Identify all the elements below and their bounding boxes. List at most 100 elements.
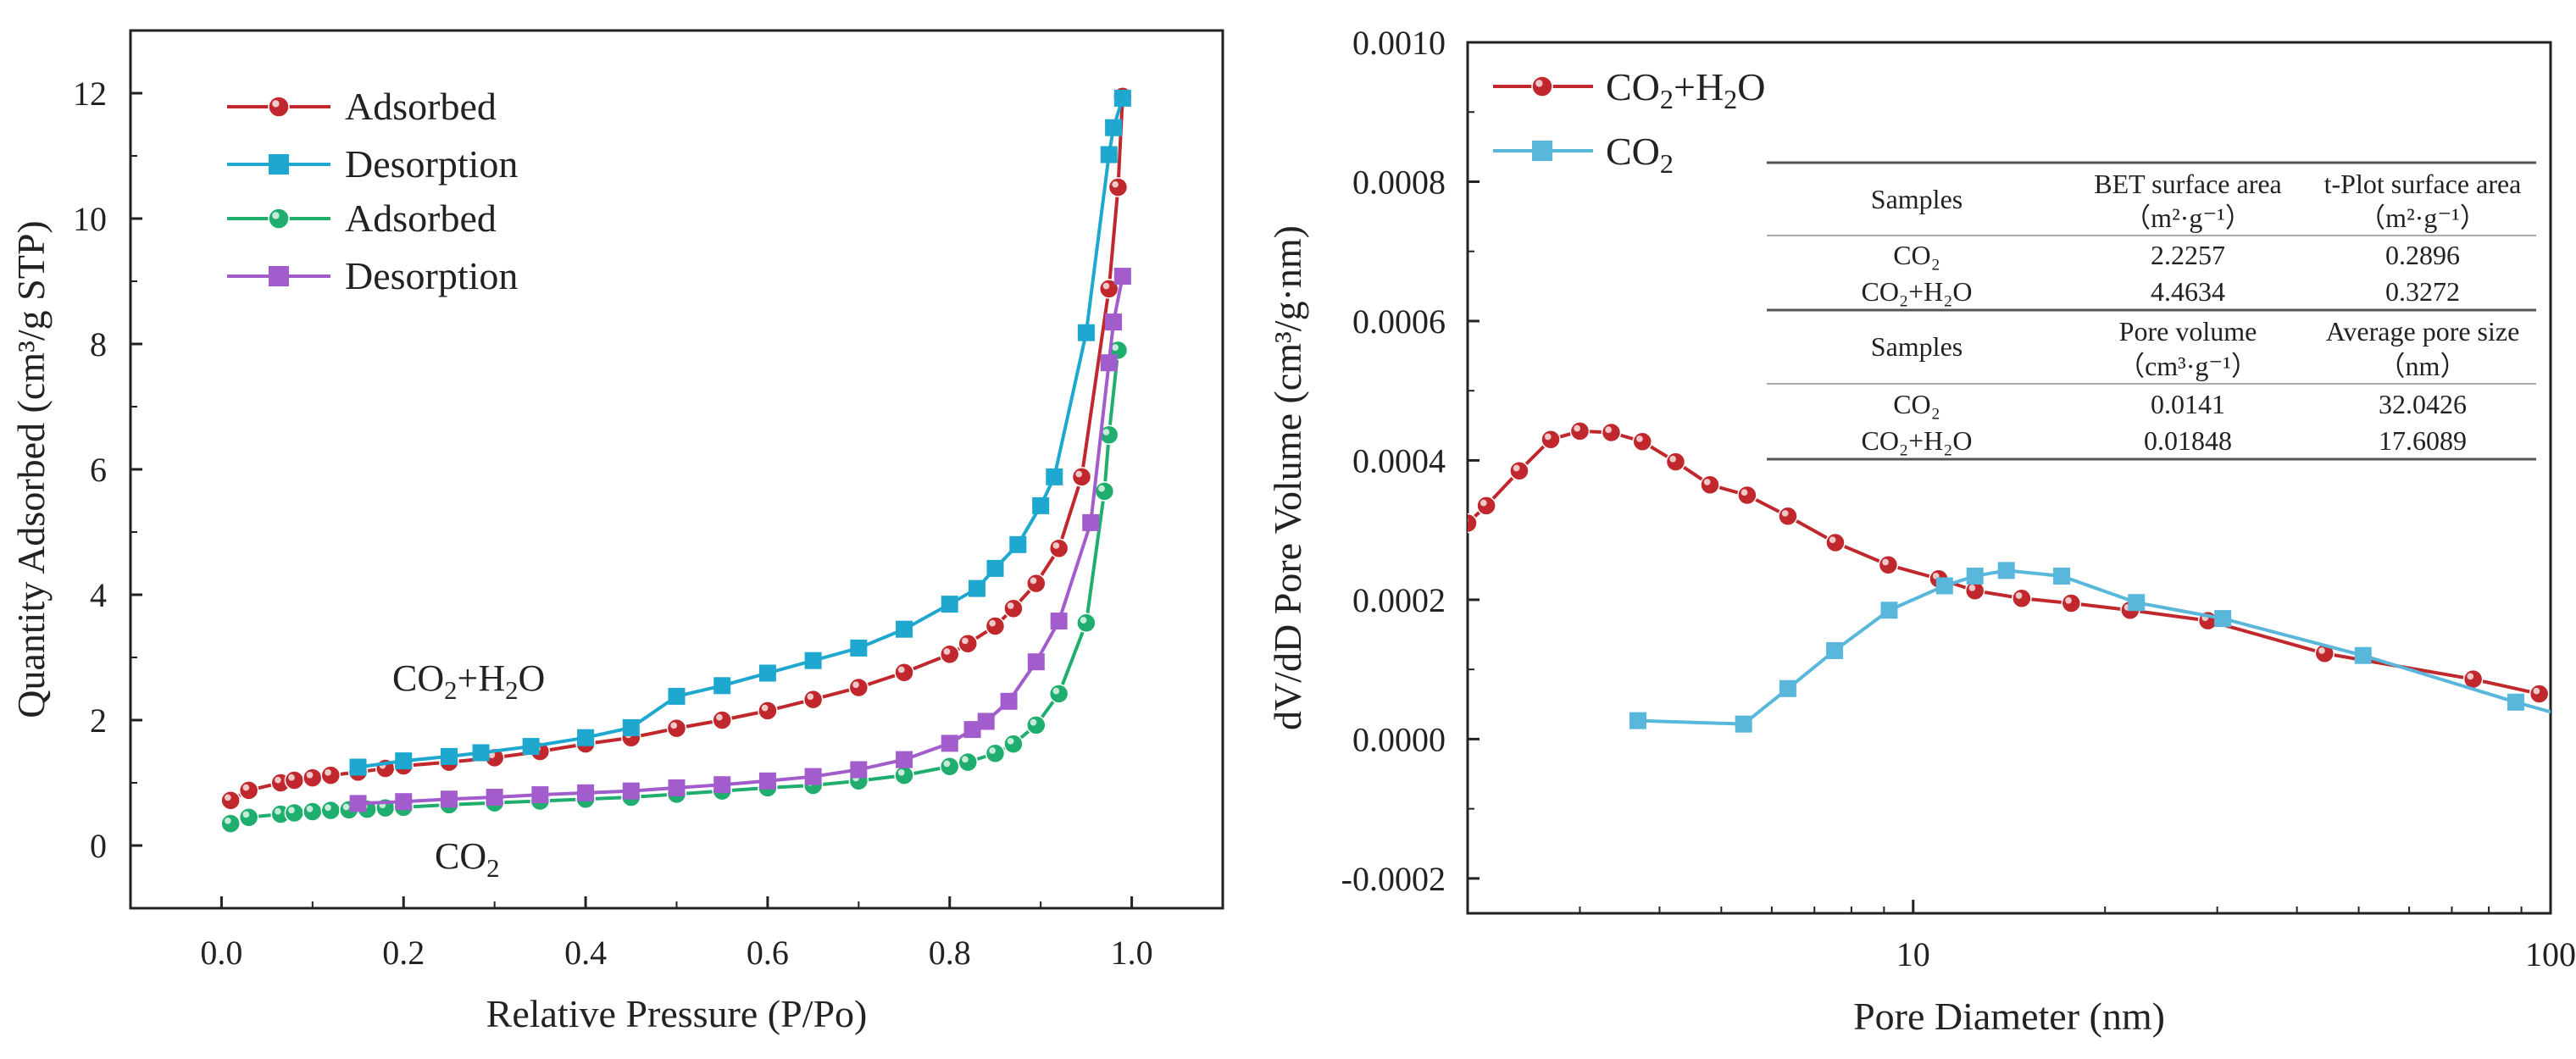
data-point [1476,496,1496,516]
series-line [1468,429,2540,696]
series-purple [349,268,1131,812]
data-point [1779,679,1796,697]
data-point [985,616,1006,636]
data-point [758,664,776,682]
table-unit: （nm） [2379,351,2468,381]
legend-marker [1531,75,1553,97]
legend-marker [269,154,289,175]
data-point-highlight [1052,687,1060,695]
y-tick-label: 12 [73,75,107,113]
data-point-highlight [1112,344,1119,351]
data-point-highlight [1740,489,1748,496]
data-point-highlight [716,713,723,721]
data-point-highlight [1781,510,1789,517]
data-point [1509,461,1530,481]
data-point [850,761,868,779]
data-point-highlight [2467,673,2474,680]
table-header: Samples [1871,331,1963,362]
data-point [1003,734,1024,754]
series-line [1637,568,2551,726]
legend-label: Desorption [345,254,518,297]
legend-marker-highlight [272,212,280,219]
data-point [1878,555,1899,575]
series-lightblue [1629,562,2551,733]
series-cyan [349,89,1131,776]
data-point-highlight [1703,479,1711,485]
data-point [802,689,824,710]
data-point-highlight [1007,737,1014,745]
data-point-highlight [1030,577,1037,585]
data-point [1050,613,1068,630]
legend-label: Adsorbed [345,85,497,128]
data-point-highlight [2065,596,2072,604]
data-point [622,718,640,736]
data-point [850,639,868,657]
legend-label: Desorption [345,142,518,186]
data-point [1100,146,1118,164]
table-cell: CO₂ [1893,240,1940,270]
data-point [1032,496,1050,514]
x-tick-label: 10 [1896,935,1930,973]
x-axis-label: Pore Diameter (nm) [1853,995,2165,1038]
data-point-highlight [225,817,231,824]
x-axis-label: Relative Pressure (P/Po) [486,992,868,1035]
data-point-highlight [488,751,496,758]
data-point [758,701,778,721]
data-point [1966,567,1984,585]
data-point-highlight [1882,558,1889,566]
data-point [320,800,341,821]
series-red [1462,421,2550,704]
data-point-highlight [852,681,859,689]
data-point-highlight [943,648,951,655]
y-tick-label: 0.0000 [1352,720,1446,758]
data-point [1094,481,1115,502]
y-axis-label: dV/dD Pore Volume (cm³/g·nm) [1266,225,1309,730]
data-point [284,802,305,823]
data-point-highlight [1480,499,1487,507]
data-point [941,735,958,752]
legend-marker [268,208,290,230]
data-point-highlight [306,805,314,812]
data-point-highlight [943,760,951,768]
data-point [1735,715,1752,733]
data-point [1076,613,1096,634]
data-point [1071,467,1092,487]
data-point [1105,313,1123,331]
data-point-highlight [1075,470,1083,478]
table-cell: 0.2896 [2385,240,2460,270]
data-point [1826,641,1844,659]
data-point-highlight [1102,282,1110,290]
data-point [896,751,913,768]
data-point [1665,452,1686,472]
data-point [2012,588,2032,609]
data-point-highlight [275,807,281,815]
data-point-highlight [1030,718,1037,726]
table-cell: 17.6089 [2379,425,2467,456]
data-point [2507,693,2524,711]
annotation-co2-h2o: CO2+H2O [392,657,545,705]
data-point [968,579,985,597]
y-tick-label: 0.0004 [1352,441,1446,480]
table-cell: 0.3272 [2385,276,2460,307]
data-point [1003,598,1024,619]
data-point-highlight [1462,517,1468,524]
annotation-co2: CO2 [435,835,500,883]
data-point-highlight [1605,426,1613,434]
data-point [577,729,595,746]
data-point [284,770,305,790]
data-point-highlight [761,704,769,712]
data-point [848,677,869,698]
data-point [713,776,731,794]
plot-area [1462,421,2551,733]
data-point-highlight [1636,435,1643,442]
data-point-highlight [962,637,969,645]
data-point-highlight [1669,455,1677,463]
data-point-highlight [2533,687,2540,695]
data-point [894,663,914,683]
legend-marker [1532,141,1552,161]
data-point [349,795,367,812]
data-point [941,596,958,613]
data-point [2053,567,2071,585]
data-point [2061,593,2082,613]
data-point [1082,513,1100,531]
